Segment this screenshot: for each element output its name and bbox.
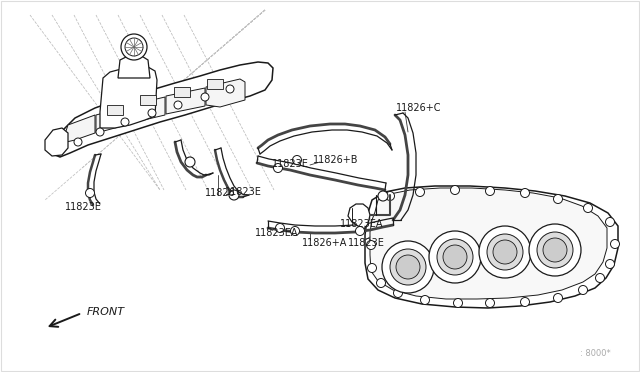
Circle shape — [226, 85, 234, 93]
Polygon shape — [206, 79, 245, 107]
Text: 11826+B: 11826+B — [313, 155, 358, 165]
Polygon shape — [62, 115, 95, 143]
Circle shape — [74, 138, 82, 146]
Circle shape — [543, 238, 567, 262]
Circle shape — [394, 289, 403, 298]
Circle shape — [611, 240, 620, 248]
Circle shape — [520, 189, 529, 198]
Circle shape — [443, 245, 467, 269]
Circle shape — [605, 218, 614, 227]
Text: : 8000*: : 8000* — [580, 350, 611, 359]
Circle shape — [454, 298, 463, 308]
Circle shape — [520, 298, 529, 307]
Circle shape — [121, 34, 147, 60]
Circle shape — [378, 191, 388, 201]
Text: 11826: 11826 — [205, 188, 236, 198]
Text: 11826+C: 11826+C — [396, 103, 442, 113]
Text: 11823E: 11823E — [348, 238, 385, 248]
Circle shape — [382, 241, 434, 293]
Circle shape — [367, 263, 376, 273]
Polygon shape — [370, 188, 607, 299]
Circle shape — [479, 226, 531, 278]
Circle shape — [292, 155, 301, 164]
Circle shape — [486, 298, 495, 308]
Polygon shape — [100, 66, 157, 128]
Text: 11823E: 11823E — [225, 187, 262, 197]
Circle shape — [420, 295, 429, 305]
Polygon shape — [45, 128, 68, 156]
Polygon shape — [166, 88, 205, 114]
Text: FRONT: FRONT — [87, 307, 125, 317]
Polygon shape — [384, 246, 432, 288]
Circle shape — [487, 234, 523, 270]
Circle shape — [275, 224, 285, 232]
Polygon shape — [174, 87, 190, 97]
Circle shape — [451, 186, 460, 195]
Circle shape — [595, 273, 605, 282]
Circle shape — [390, 249, 426, 285]
Polygon shape — [53, 62, 273, 157]
Circle shape — [493, 240, 517, 264]
Circle shape — [385, 192, 394, 201]
Polygon shape — [348, 204, 370, 230]
Circle shape — [429, 231, 481, 283]
Circle shape — [229, 190, 239, 200]
Circle shape — [96, 128, 104, 136]
Circle shape — [355, 227, 365, 235]
Circle shape — [86, 189, 95, 198]
Circle shape — [415, 187, 424, 196]
Circle shape — [148, 109, 156, 117]
Polygon shape — [431, 236, 479, 278]
Circle shape — [367, 241, 376, 250]
Text: 11823E: 11823E — [272, 159, 309, 169]
Circle shape — [376, 279, 385, 288]
Circle shape — [554, 294, 563, 302]
Text: 11823EA: 11823EA — [255, 228, 298, 238]
Text: 11826+A: 11826+A — [302, 238, 348, 248]
Polygon shape — [96, 106, 130, 133]
Polygon shape — [118, 55, 150, 78]
Text: 11823EA: 11823EA — [340, 219, 383, 229]
Circle shape — [437, 239, 473, 275]
Polygon shape — [207, 79, 223, 89]
Circle shape — [125, 38, 143, 56]
Circle shape — [273, 164, 282, 173]
Circle shape — [605, 260, 614, 269]
Circle shape — [174, 101, 182, 109]
Polygon shape — [365, 186, 618, 308]
Polygon shape — [531, 229, 579, 271]
Circle shape — [529, 224, 581, 276]
Polygon shape — [107, 105, 123, 115]
Circle shape — [185, 157, 195, 167]
Text: 11823E: 11823E — [65, 202, 102, 212]
Circle shape — [201, 93, 209, 101]
Polygon shape — [140, 95, 156, 105]
Polygon shape — [481, 231, 529, 273]
Circle shape — [396, 255, 420, 279]
Circle shape — [537, 232, 573, 268]
Circle shape — [486, 186, 495, 196]
Circle shape — [554, 195, 563, 203]
Polygon shape — [131, 97, 165, 123]
Circle shape — [121, 118, 129, 126]
Circle shape — [579, 285, 588, 295]
Circle shape — [291, 227, 300, 235]
Circle shape — [584, 203, 593, 212]
